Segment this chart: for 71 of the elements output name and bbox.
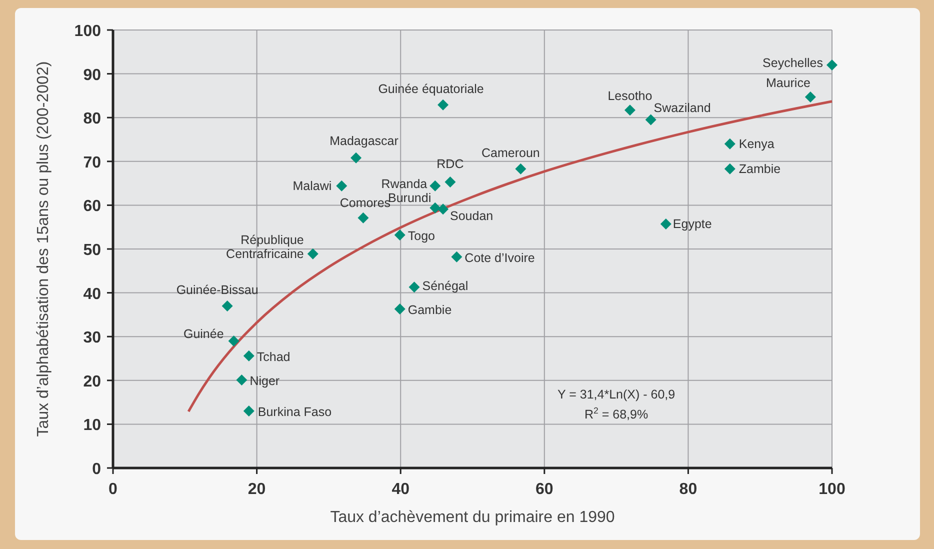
annotation: République Centrafricaine <box>226 232 304 261</box>
y-tick-label: 60 <box>83 198 102 216</box>
x-tick-label: 40 <box>392 481 410 498</box>
point <box>438 99 449 110</box>
point <box>451 251 462 262</box>
y-tick-label: 10 <box>83 417 102 434</box>
y-tick-label: 80 <box>83 110 102 128</box>
x-tick-label: 60 <box>536 481 554 498</box>
y-tick-label: 0 <box>92 461 102 478</box>
annotation: Madagascar <box>330 134 398 148</box>
x-tick-label: 80 <box>679 481 698 498</box>
point <box>444 176 456 188</box>
y-tick-label: 50 <box>83 242 102 259</box>
point <box>307 248 318 260</box>
annotation: Swaziland <box>654 100 711 115</box>
annotation: R$^{2}$ = 68,9% <box>584 406 648 422</box>
annotation: Tchad <box>256 350 290 364</box>
x-axis-title: Taux d’achèvement du primaire en 1990 <box>330 509 615 526</box>
annotation: Kenya <box>738 136 774 151</box>
point <box>645 114 656 126</box>
annotation: Rwanda <box>381 176 428 191</box>
y-tick-label: 70 <box>83 154 102 172</box>
annotation: Soudan <box>450 209 494 224</box>
point <box>358 212 369 224</box>
point <box>228 335 240 346</box>
annotation: Niger <box>250 374 280 388</box>
point <box>826 60 838 71</box>
annotation: Y = 31,4*Ln(X) - 60,9 <box>558 388 676 402</box>
point <box>394 304 406 315</box>
point <box>660 218 672 230</box>
annotation: RDC <box>436 156 464 171</box>
point <box>430 180 441 192</box>
point <box>336 180 348 192</box>
annotation: Guinée équatoriale <box>378 82 484 96</box>
point <box>515 163 526 174</box>
annotation: Egypte <box>672 217 712 232</box>
annotation: Seychelles <box>762 56 823 70</box>
x-tick-label: 20 <box>248 481 266 498</box>
point <box>408 282 420 293</box>
point <box>222 300 233 312</box>
annotation: Cameroun <box>481 146 540 160</box>
point <box>236 374 248 386</box>
annotation: Lesotho <box>608 89 652 104</box>
annotation: Guinée <box>183 326 224 341</box>
point <box>724 138 736 150</box>
y-tick-label: 30 <box>83 330 102 347</box>
point <box>804 92 816 103</box>
point <box>243 350 254 362</box>
point <box>724 163 736 174</box>
y-tick-label: 40 <box>83 286 102 303</box>
point <box>243 406 254 417</box>
point <box>394 229 406 240</box>
annotation: Malawi <box>292 178 332 193</box>
annotation: Togo <box>408 228 436 243</box>
annotation: Maurice <box>766 76 810 90</box>
x-tick-label: 0 <box>108 481 118 498</box>
point <box>438 204 449 215</box>
point <box>624 104 636 116</box>
y-tick-label: 100 <box>74 23 102 40</box>
x-tick-label: 100 <box>818 481 846 498</box>
annotation: Guinée-Bissau <box>176 282 258 297</box>
y-tick-label: 90 <box>83 66 102 84</box>
point <box>350 152 362 164</box>
y-tick-label: 20 <box>83 373 102 390</box>
annotation: Sénégal <box>422 279 468 294</box>
annotation: Burkina Faso <box>258 405 332 420</box>
annotation: Zambie <box>738 162 781 176</box>
annotation: Gambie <box>408 303 452 318</box>
annotation: Cote d’Ivoire <box>464 250 535 265</box>
point <box>430 202 441 214</box>
y-axis-title: Taux d’alphabétisation des 15ans ou plus (200-2002) <box>35 61 52 437</box>
